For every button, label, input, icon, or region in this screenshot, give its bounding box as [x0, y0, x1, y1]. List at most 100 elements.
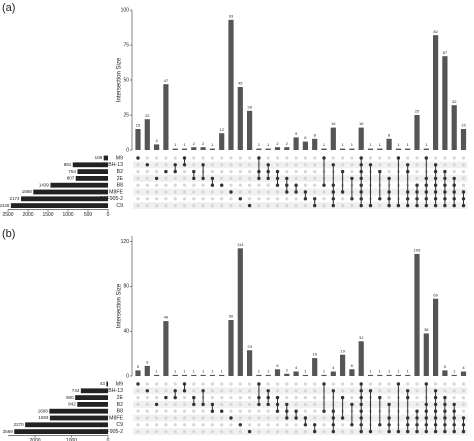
- matrix-dot: [387, 416, 391, 420]
- bar: [405, 148, 411, 150]
- matrix-dot-empty: [220, 176, 224, 180]
- matrix-dot-empty: [285, 204, 289, 208]
- matrix-dot: [275, 176, 280, 181]
- matrix-dot: [378, 169, 382, 174]
- matrix-dot-empty: [201, 183, 205, 187]
- matrix-dot-empty: [387, 382, 391, 386]
- matrix-dot-empty: [210, 170, 214, 174]
- matrix-dot: [452, 416, 456, 420]
- set-size-bar: [25, 422, 109, 428]
- matrix-dot: [424, 423, 428, 427]
- matrix-dot-empty: [415, 396, 419, 400]
- matrix-dot-empty: [229, 382, 233, 386]
- bar: [265, 148, 271, 150]
- bar-value-label: 1: [211, 368, 214, 373]
- matrix-dot-empty: [229, 409, 233, 413]
- matrix-dot: [415, 203, 419, 208]
- set-size-bar: [14, 429, 109, 434]
- bar-value-label: 1: [323, 368, 326, 373]
- matrix-dot-empty: [452, 389, 456, 393]
- matrix-dot: [331, 203, 335, 208]
- matrix-dot-empty: [266, 190, 270, 194]
- matrix-dot: [452, 176, 456, 181]
- bar: [433, 298, 439, 376]
- matrix-dot-empty: [192, 163, 196, 167]
- matrix-dot-empty: [275, 423, 280, 427]
- matrix-dot-empty: [275, 163, 280, 167]
- bar-value-label: 69: [433, 292, 438, 297]
- bar: [209, 374, 215, 376]
- matrix-dot-empty: [248, 416, 252, 420]
- bar-value-label: 1: [388, 368, 391, 373]
- bar: [349, 369, 355, 376]
- row-stripe: [133, 161, 468, 169]
- bar-value-label: 1: [174, 368, 177, 373]
- bar: [312, 138, 318, 150]
- matrix-dot-empty: [248, 389, 252, 393]
- matrix-dot-empty: [350, 170, 354, 174]
- matrix-dot-empty: [266, 423, 270, 427]
- bar-value-label: 16: [312, 352, 317, 357]
- matrix-dot-empty: [443, 163, 447, 167]
- matrix-dot-empty: [452, 163, 456, 167]
- matrix-dot: [359, 416, 363, 420]
- bar-value-label: 1: [155, 368, 158, 373]
- matrix-dot-empty: [415, 402, 419, 406]
- matrix-dot: [275, 402, 280, 407]
- matrix-dot: [368, 429, 373, 434]
- matrix-dot-empty: [155, 389, 159, 393]
- matrix-dot: [424, 416, 428, 420]
- matrix-dot: [433, 409, 438, 413]
- matrix-dot-empty: [303, 183, 307, 187]
- bar: [191, 374, 197, 376]
- set-name: M9: [116, 155, 123, 161]
- matrix-dot: [387, 429, 391, 434]
- matrix-dot: [303, 197, 308, 201]
- matrix-dot-empty: [164, 197, 168, 201]
- bar: [395, 148, 401, 150]
- matrix-dot-empty: [313, 416, 317, 420]
- matrix-dot-empty: [136, 163, 140, 167]
- matrix-dot: [164, 169, 168, 174]
- matrix-dot: [424, 382, 428, 386]
- matrix-dot-empty: [387, 170, 391, 174]
- matrix-dot: [461, 190, 466, 194]
- matrix-dot-empty: [275, 382, 280, 386]
- matrix-dot-empty: [303, 170, 307, 174]
- set-size-bar: [75, 395, 108, 400]
- bar: [284, 373, 290, 376]
- matrix-dot-empty: [257, 430, 261, 434]
- matrix-dot: [294, 409, 298, 413]
- set-name: BH-13: [108, 162, 123, 168]
- matrix-dot-empty: [285, 170, 289, 174]
- matrix-dot: [433, 163, 438, 167]
- bar: [377, 148, 383, 150]
- matrix-dot: [247, 429, 252, 434]
- matrix-dot-empty: [192, 156, 196, 160]
- matrix-dot: [192, 176, 196, 181]
- matrix-dot-empty: [173, 430, 177, 434]
- matrix-dot: [433, 169, 438, 174]
- matrix-dot-empty: [368, 156, 373, 160]
- bar: [247, 350, 253, 376]
- bar: [433, 35, 439, 151]
- matrix-dot: [331, 190, 335, 194]
- bar: [219, 133, 225, 150]
- bar: [321, 148, 327, 150]
- matrix-dot-empty: [164, 409, 168, 413]
- matrix-dot-empty: [145, 382, 149, 386]
- matrix-dot-empty: [248, 423, 252, 427]
- matrix-dot-empty: [210, 430, 214, 434]
- matrix-dot-empty: [164, 156, 168, 160]
- bar-value-label: 28: [247, 104, 252, 109]
- matrix-dot: [331, 416, 335, 420]
- set-name: C9: [116, 203, 123, 209]
- matrix-dot: [331, 183, 335, 187]
- matrix-dot-empty: [285, 423, 289, 427]
- y-tick-label: 25: [123, 112, 129, 118]
- matrix-dot: [313, 197, 317, 201]
- matrix-dot: [173, 395, 177, 400]
- matrix-dot-empty: [192, 382, 196, 386]
- matrix-dot-empty: [248, 409, 252, 413]
- matrix-dot-empty: [238, 190, 242, 194]
